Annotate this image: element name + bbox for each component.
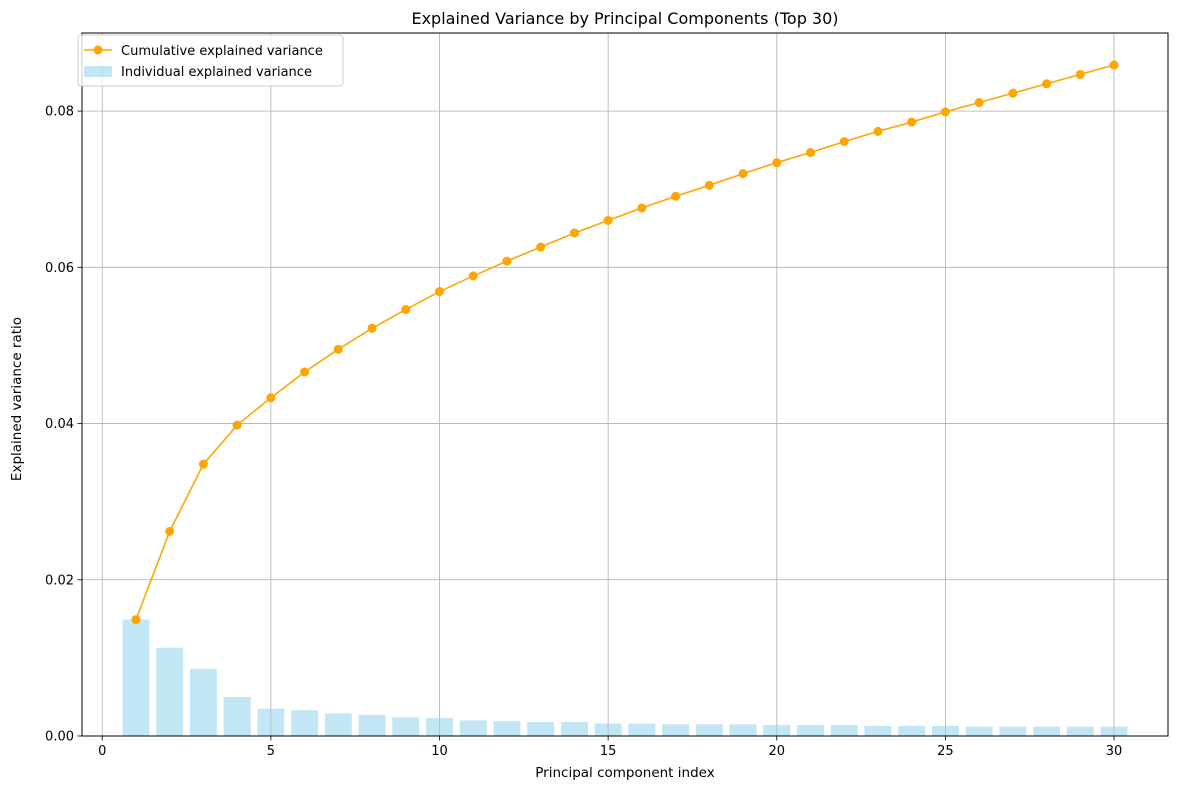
plot-frame xyxy=(81,32,1169,737)
axes-layer: 0 5 10 15 20 25 30 0.00 0.02 0.04 0.06 0.08 xyxy=(45,32,1169,759)
cumulative-point xyxy=(502,256,512,266)
cumulative-point xyxy=(805,148,815,158)
y-axis-label: Explained variance ratio xyxy=(9,317,25,481)
cumulative-point xyxy=(772,158,782,168)
x-tick-label: 30 xyxy=(1106,744,1123,759)
cumulative-point xyxy=(940,107,950,117)
cumulative-point xyxy=(367,323,377,333)
individual-variance-bar xyxy=(898,725,926,736)
x-tick-label: 10 xyxy=(431,744,448,759)
grid-layer xyxy=(82,33,1168,737)
cumulative-point xyxy=(232,420,242,430)
legend-label-cumulative: Cumulative explained variance xyxy=(121,44,323,59)
cumulative-point xyxy=(1008,88,1018,98)
individual-variance-bar xyxy=(493,721,521,736)
x-tick-label: 25 xyxy=(937,744,954,759)
individual-variance-bar xyxy=(156,647,184,736)
cumulative-point xyxy=(569,228,579,238)
cumulative-point xyxy=(198,459,208,469)
y-tick-label: 0.06 xyxy=(45,261,74,276)
cumulative-line-layer xyxy=(131,60,1119,625)
bars-layer xyxy=(122,619,1128,736)
individual-variance-bar xyxy=(797,725,824,736)
individual-variance-bar xyxy=(324,713,352,736)
individual-variance-bar xyxy=(1033,726,1061,736)
individual-variance-bar xyxy=(223,696,251,736)
cumulative-point xyxy=(165,526,175,536)
cumulative-point xyxy=(300,367,310,377)
legend: Cumulative explained variance Individual… xyxy=(77,34,344,87)
chart-title: Explained Variance by Principal Componen… xyxy=(411,9,838,28)
cumulative-point xyxy=(1109,60,1119,70)
legend-label-individual: Individual explained variance xyxy=(121,65,312,80)
individual-variance-bar xyxy=(594,723,622,736)
y-tick-label: 0.08 xyxy=(45,105,74,120)
individual-variance-bar xyxy=(1100,726,1128,736)
cumulative-point xyxy=(333,344,343,354)
cumulative-point xyxy=(974,98,984,108)
legend-box xyxy=(77,34,344,87)
individual-variance-bar xyxy=(931,725,959,736)
cumulative-point xyxy=(131,615,141,625)
x-axis-label: Principal component index xyxy=(535,765,714,781)
cumulative-point xyxy=(266,393,276,403)
cumulative-point xyxy=(603,215,613,225)
cumulative-point xyxy=(671,191,681,201)
individual-variance-bar xyxy=(426,718,453,736)
individual-variance-bar xyxy=(358,714,386,736)
cumulative-point xyxy=(907,117,917,127)
cumulative-point xyxy=(1042,79,1052,89)
cumulative-point xyxy=(435,287,445,297)
cumulative-point xyxy=(401,305,411,315)
individual-variance-bar xyxy=(662,724,690,736)
y-tick-label: 0.00 xyxy=(45,730,74,745)
x-tick-label: 5 xyxy=(267,744,275,759)
cumulative-point xyxy=(637,203,647,213)
cumulative-point xyxy=(536,242,546,252)
individual-variance-bar xyxy=(695,724,723,736)
individual-variance-bar xyxy=(729,724,757,736)
individual-variance-bar xyxy=(392,717,420,736)
individual-variance-bar xyxy=(291,710,319,736)
cumulative-point xyxy=(704,180,714,190)
x-tick-label: 20 xyxy=(768,744,785,759)
cumulative-point xyxy=(738,169,748,179)
individual-variance-bar xyxy=(122,619,150,736)
x-tick-label: 15 xyxy=(600,744,617,759)
individual-variance-bar xyxy=(763,725,791,736)
individual-variance-bar xyxy=(560,721,588,736)
x-tick-label: 0 xyxy=(98,744,106,759)
individual-variance-bar xyxy=(527,721,555,736)
individual-variance-bar xyxy=(830,725,858,736)
individual-variance-bar xyxy=(864,725,892,736)
individual-variance-bar xyxy=(1066,726,1094,736)
cumulative-point xyxy=(468,271,478,281)
cumulative-point xyxy=(839,137,849,147)
individual-variance-bar xyxy=(459,720,487,736)
y-tick-label: 0.04 xyxy=(45,417,74,432)
legend-bar-swatch xyxy=(84,66,112,77)
individual-variance-bar xyxy=(628,723,656,736)
cumulative-line xyxy=(135,64,1115,620)
legend-line-marker xyxy=(93,45,103,55)
individual-variance-bar xyxy=(999,726,1027,736)
cumulative-point xyxy=(873,126,883,136)
individual-variance-bar xyxy=(189,668,217,736)
individual-variance-bar xyxy=(965,726,993,736)
y-tick-label: 0.02 xyxy=(45,573,74,588)
individual-variance-bar xyxy=(257,708,285,736)
cumulative-point xyxy=(1075,69,1085,79)
